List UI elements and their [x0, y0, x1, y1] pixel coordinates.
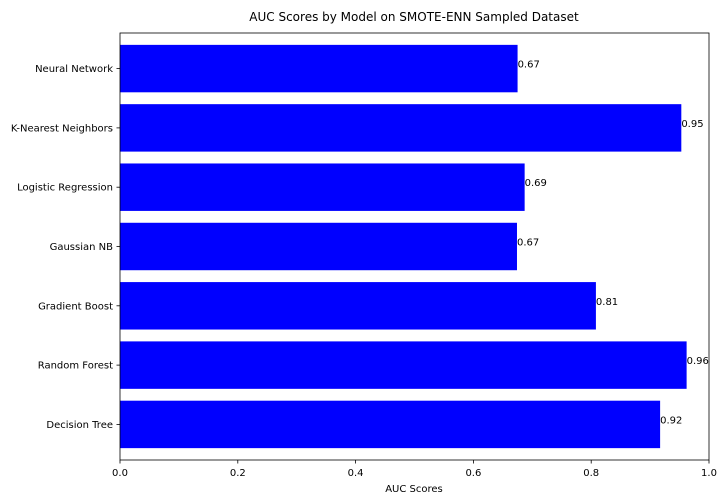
x-axis-ticks: 0.0 0.2 0.4 0.6 0.8 1.0 [112, 460, 717, 479]
y-tick-label-logistic-regression: Logistic Regression [17, 183, 113, 194]
plot-frame [119, 32, 710, 461]
data-label-gaussian-nb: 0.67 [517, 238, 539, 249]
data-label-k-nearest-neighbors: 0.95 [681, 119, 703, 130]
data-labels-group: 0.92 0.96 0.81 0.67 0.69 0.95 0.67 [517, 60, 709, 427]
bar-gradient-boost [120, 282, 596, 330]
x-tick-label: 0.8 [583, 468, 599, 479]
bar-gaussian-nb [120, 222, 517, 271]
data-label-gradient-boost: 0.81 [596, 297, 618, 308]
bar-neural-network [120, 44, 518, 93]
bar-random-forest [120, 341, 687, 389]
data-label-random-forest: 0.96 [687, 356, 709, 367]
x-tick-label: 0.0 [112, 468, 128, 479]
bar-decision-tree [120, 400, 661, 449]
y-tick-label-gaussian-nb: Gaussian NB [50, 242, 114, 253]
y-axis-ticks: Decision Tree Random Forest Gradient Boost… [11, 64, 120, 431]
y-tick-label-gradient-boost: Gradient Boost [38, 301, 113, 312]
data-label-logistic-regression: 0.69 [525, 178, 547, 189]
bars-group [120, 44, 687, 449]
x-tick-label: 0.6 [465, 468, 481, 479]
y-tick-label-decision-tree: Decision Tree [46, 420, 113, 431]
data-label-neural-network: 0.67 [518, 60, 540, 71]
y-tick-label-neural-network: Neural Network [35, 64, 113, 75]
y-tick-label-random-forest: Random Forest [38, 361, 113, 372]
data-label-decision-tree: 0.92 [660, 415, 682, 426]
x-tick-label: 0.2 [230, 468, 246, 479]
y-tick-label-k-nearest-neighbors: K-Nearest Neighbors [11, 123, 113, 134]
chart-title: AUC Scores by Model on SMOTE-ENN Sampled… [249, 10, 579, 24]
bar-k-nearest-neighbors [120, 104, 682, 152]
x-axis-label: AUC Scores [385, 484, 443, 495]
x-tick-label: 0.4 [348, 468, 364, 479]
bar-logistic-regression [120, 163, 525, 211]
x-tick-label: 1.0 [701, 468, 717, 479]
